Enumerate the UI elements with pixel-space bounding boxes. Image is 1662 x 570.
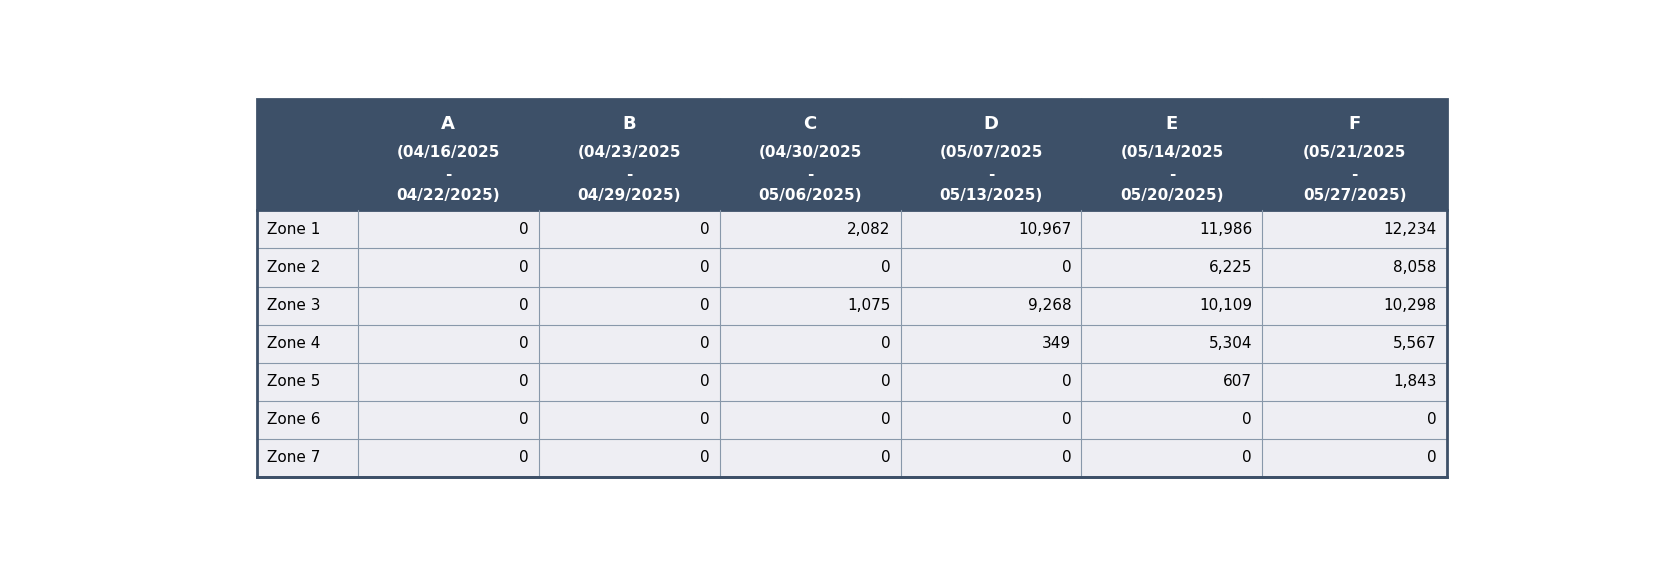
Text: 0: 0 bbox=[1428, 450, 1436, 465]
Text: -: - bbox=[808, 168, 813, 182]
Text: -: - bbox=[1351, 168, 1358, 182]
Text: 0: 0 bbox=[700, 260, 710, 275]
Bar bbox=[256, 210, 1448, 249]
Text: 10,298: 10,298 bbox=[1383, 298, 1436, 313]
Bar bbox=[256, 287, 1448, 324]
Text: 5,304: 5,304 bbox=[1208, 336, 1251, 351]
Text: 0: 0 bbox=[1062, 260, 1072, 275]
Text: 349: 349 bbox=[1042, 336, 1072, 351]
Text: Zone 2: Zone 2 bbox=[268, 260, 321, 275]
Text: 04/22/2025): 04/22/2025) bbox=[397, 189, 500, 203]
Text: 0: 0 bbox=[700, 450, 710, 465]
Text: B: B bbox=[622, 115, 637, 133]
Text: C: C bbox=[803, 115, 816, 133]
Text: 5,567: 5,567 bbox=[1393, 336, 1436, 351]
Text: Zone 6: Zone 6 bbox=[268, 412, 321, 427]
Bar bbox=[256, 363, 1448, 401]
Text: 6,225: 6,225 bbox=[1208, 260, 1251, 275]
Text: -: - bbox=[1168, 168, 1175, 182]
Text: 8,058: 8,058 bbox=[1393, 260, 1436, 275]
Text: 05/27/2025): 05/27/2025) bbox=[1303, 189, 1406, 203]
Text: Zone 1: Zone 1 bbox=[268, 222, 321, 237]
Text: (05/07/2025: (05/07/2025 bbox=[939, 145, 1042, 160]
Text: 0: 0 bbox=[1428, 412, 1436, 427]
Text: 0: 0 bbox=[881, 374, 891, 389]
Text: 0: 0 bbox=[519, 412, 529, 427]
Text: 1,075: 1,075 bbox=[848, 298, 891, 313]
Text: 2,082: 2,082 bbox=[848, 222, 891, 237]
Text: 0: 0 bbox=[519, 336, 529, 351]
Bar bbox=[256, 324, 1448, 363]
Text: 11,986: 11,986 bbox=[1198, 222, 1251, 237]
Text: 10,967: 10,967 bbox=[1017, 222, 1072, 237]
Text: 0: 0 bbox=[700, 336, 710, 351]
Text: 0: 0 bbox=[700, 374, 710, 389]
Text: 0: 0 bbox=[519, 260, 529, 275]
Text: 1,843: 1,843 bbox=[1393, 374, 1436, 389]
Text: 04/29/2025): 04/29/2025) bbox=[577, 189, 681, 203]
Text: Zone 3: Zone 3 bbox=[268, 298, 321, 313]
Text: 0: 0 bbox=[519, 450, 529, 465]
Text: F: F bbox=[1348, 115, 1361, 133]
Text: (04/23/2025: (04/23/2025 bbox=[577, 145, 681, 160]
Text: 10,109: 10,109 bbox=[1198, 298, 1251, 313]
Text: 0: 0 bbox=[1243, 450, 1251, 465]
Text: 0: 0 bbox=[700, 222, 710, 237]
Text: (05/21/2025: (05/21/2025 bbox=[1303, 145, 1406, 160]
Text: 0: 0 bbox=[1062, 450, 1072, 465]
Text: (04/30/2025: (04/30/2025 bbox=[758, 145, 863, 160]
Text: 607: 607 bbox=[1223, 374, 1251, 389]
Text: 05/06/2025): 05/06/2025) bbox=[758, 189, 863, 203]
Text: 9,268: 9,268 bbox=[1027, 298, 1072, 313]
Bar bbox=[256, 99, 1448, 477]
Text: Zone 7: Zone 7 bbox=[268, 450, 321, 465]
Text: A: A bbox=[442, 115, 455, 133]
Text: 0: 0 bbox=[1062, 412, 1072, 427]
Bar bbox=[256, 438, 1448, 477]
Text: 0: 0 bbox=[881, 336, 891, 351]
Text: -: - bbox=[987, 168, 994, 182]
Text: 05/13/2025): 05/13/2025) bbox=[939, 189, 1042, 203]
Bar bbox=[256, 99, 1448, 210]
Text: 0: 0 bbox=[519, 298, 529, 313]
Text: -: - bbox=[445, 168, 452, 182]
Text: (05/14/2025: (05/14/2025 bbox=[1120, 145, 1223, 160]
Text: 12,234: 12,234 bbox=[1383, 222, 1436, 237]
Text: 0: 0 bbox=[881, 260, 891, 275]
Text: 0: 0 bbox=[881, 412, 891, 427]
Text: 0: 0 bbox=[881, 450, 891, 465]
Text: 0: 0 bbox=[1243, 412, 1251, 427]
Bar bbox=[256, 249, 1448, 287]
Text: 0: 0 bbox=[519, 222, 529, 237]
Text: Zone 4: Zone 4 bbox=[268, 336, 321, 351]
Text: E: E bbox=[1165, 115, 1178, 133]
Text: D: D bbox=[984, 115, 999, 133]
Bar bbox=[256, 401, 1448, 438]
Text: 0: 0 bbox=[1062, 374, 1072, 389]
Text: 0: 0 bbox=[700, 298, 710, 313]
Text: Zone 5: Zone 5 bbox=[268, 374, 321, 389]
Text: 0: 0 bbox=[519, 374, 529, 389]
Text: 05/20/2025): 05/20/2025) bbox=[1120, 189, 1223, 203]
Text: 0: 0 bbox=[700, 412, 710, 427]
Text: -: - bbox=[627, 168, 633, 182]
Text: (04/16/2025: (04/16/2025 bbox=[397, 145, 500, 160]
